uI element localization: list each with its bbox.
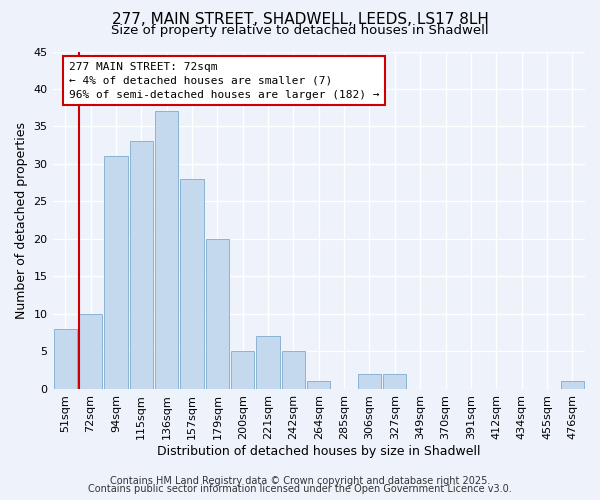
Bar [181, 179, 203, 389]
Bar [79, 314, 102, 389]
Text: Size of property relative to detached houses in Shadwell: Size of property relative to detached ho… [111, 24, 489, 37]
X-axis label: Distribution of detached houses by size in Shadwell: Distribution of detached houses by size … [157, 444, 481, 458]
Text: 277, MAIN STREET, SHADWELL, LEEDS, LS17 8LH: 277, MAIN STREET, SHADWELL, LEEDS, LS17 … [112, 12, 488, 28]
Text: Contains public sector information licensed under the Open Government Licence v3: Contains public sector information licen… [88, 484, 512, 494]
Bar [282, 352, 305, 389]
Bar [256, 336, 280, 389]
Bar [53, 329, 77, 389]
Bar [231, 352, 254, 389]
Text: 277 MAIN STREET: 72sqm
← 4% of detached houses are smaller (7)
96% of semi-detac: 277 MAIN STREET: 72sqm ← 4% of detached … [68, 62, 379, 100]
Y-axis label: Number of detached properties: Number of detached properties [15, 122, 28, 318]
Bar [155, 112, 178, 389]
Bar [130, 142, 153, 389]
Bar [206, 239, 229, 389]
Text: Contains HM Land Registry data © Crown copyright and database right 2025.: Contains HM Land Registry data © Crown c… [110, 476, 490, 486]
Bar [358, 374, 381, 389]
Bar [560, 382, 584, 389]
Bar [307, 382, 331, 389]
Bar [104, 156, 128, 389]
Bar [383, 374, 406, 389]
